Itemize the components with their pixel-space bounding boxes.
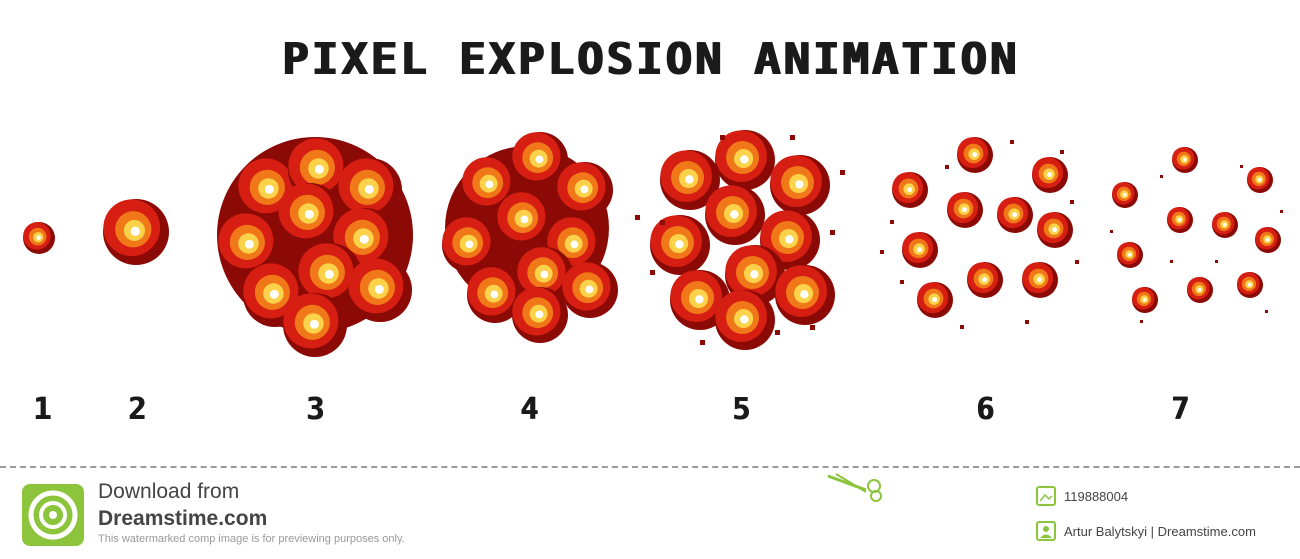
explosion-frame-1 <box>23 222 55 254</box>
frame-label-1: 1 <box>32 392 52 427</box>
explosion-frames <box>23 130 1283 357</box>
explosion-frame-3 <box>217 137 413 357</box>
dreamstime-text: Dreamstime.com <box>98 507 268 530</box>
image-id-row: 119888004 <box>1036 486 1128 506</box>
watermark-footer: Download from Dreamstime.com This waterm… <box>0 470 1300 559</box>
image-id: 119888004 <box>1064 488 1129 504</box>
frame-label-5: 5 <box>731 392 751 427</box>
dreamstime-logo-icon <box>22 484 84 546</box>
explosion-frame-7 <box>1110 147 1283 323</box>
frame-label-2: 2 <box>127 392 147 427</box>
explosion-frame-2 <box>103 199 169 265</box>
explosion-frame-4 <box>442 132 618 343</box>
watermark-note: This watermarked comp image is for previ… <box>98 533 405 545</box>
image-id-icon <box>1036 486 1056 506</box>
download-from-text: Download from <box>98 480 240 503</box>
explosion-frame-5 <box>635 130 845 350</box>
frame-label-3: 3 <box>305 392 325 427</box>
divider <box>0 466 1300 468</box>
frame-label-4: 4 <box>519 392 539 427</box>
author-credit: Artur Balytskyi | Dreamstime.com <box>1064 523 1256 539</box>
page-title: PIXEL EXPLOSION ANIMATION <box>281 34 1019 85</box>
scissors-icon <box>827 473 882 502</box>
frame-label-6: 6 <box>975 392 995 427</box>
author-icon <box>1036 521 1056 541</box>
author-row: Artur Balytskyi | Dreamstime.com <box>1036 521 1256 541</box>
frame-label-7: 7 <box>1170 392 1190 427</box>
explosion-frame-6 <box>880 137 1079 329</box>
